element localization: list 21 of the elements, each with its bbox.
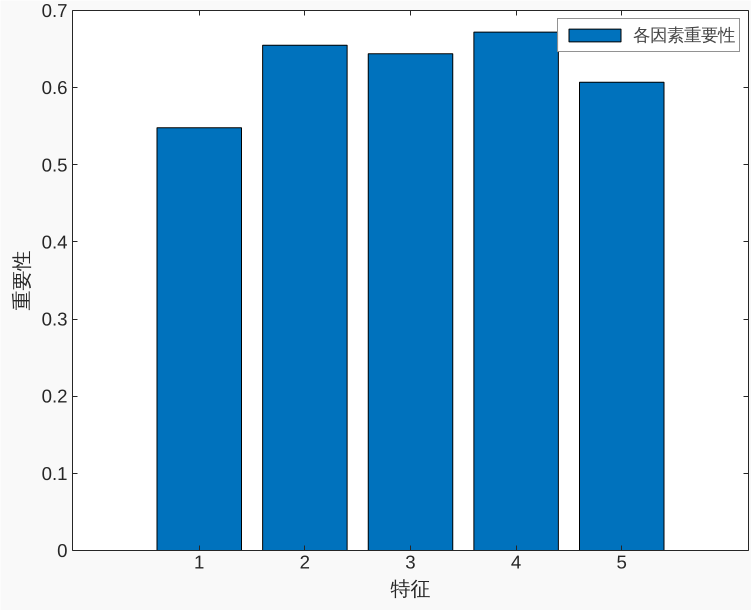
x-tick-label: 5 bbox=[616, 552, 627, 572]
bar bbox=[579, 82, 664, 550]
y-tick-label: 0.2 bbox=[42, 386, 68, 407]
y-tick-label: 0.6 bbox=[42, 77, 68, 98]
y-tick-label: 0.3 bbox=[42, 308, 68, 330]
bar bbox=[368, 53, 454, 550]
x-tick-label: 3 bbox=[405, 552, 416, 572]
x-tick-label: 4 bbox=[510, 552, 522, 572]
x-tick-label: 1 bbox=[194, 552, 204, 572]
bar bbox=[473, 32, 559, 550]
bar bbox=[262, 44, 348, 550]
y-tick-label: 0.1 bbox=[42, 462, 68, 484]
y-tick-label: 0.7 bbox=[42, 0, 68, 21]
legend-label: 各因素重要性 bbox=[633, 25, 735, 47]
x-tick-label: 2 bbox=[300, 552, 310, 572]
y-tick-label: 0 bbox=[57, 540, 68, 561]
bar bbox=[156, 127, 242, 550]
y-tick-label: 0.5 bbox=[42, 154, 68, 176]
y-tick-label: 0.4 bbox=[42, 231, 68, 252]
y-axis-title: 重要性 bbox=[10, 250, 34, 310]
x-axis-title: 特征 bbox=[390, 576, 430, 600]
